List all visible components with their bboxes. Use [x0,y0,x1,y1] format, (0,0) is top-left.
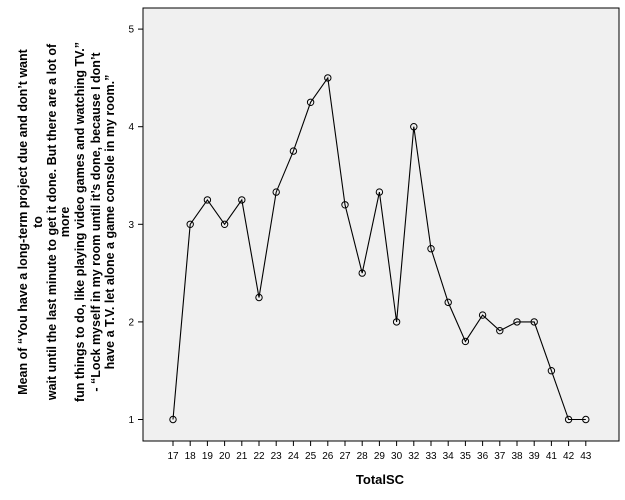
x-tick-label: 25 [305,451,317,462]
x-tick-label: 23 [271,451,283,462]
data-point [582,415,590,424]
x-tick-label: 30 [391,451,403,462]
y-axis-title-line: to [31,216,45,228]
x-tick-label: 36 [477,451,489,462]
x-tick-label: 28 [357,451,369,462]
data-point [186,220,194,229]
data-point [324,74,332,82]
y-axis-title-line: Mean of “You have a long-term project du… [16,48,30,394]
y-tick-label: 2 [128,317,134,328]
data-point [341,201,349,209]
x-tick-label: 18 [185,451,197,462]
x-tick-label: 33 [425,451,437,462]
x-tick-label: 43 [580,451,592,462]
x-tick-label: 34 [443,451,455,462]
y-axis-title: Mean of “You have a long-term project du… [16,42,117,402]
y-axis-title-line: fun things to do, like playing video gam… [73,42,87,402]
data-point [427,245,435,253]
data-point [496,326,504,335]
x-tick-label: 35 [460,451,472,462]
data-point [358,269,366,277]
y-tick-label: 3 [128,220,134,231]
y-tick-label: 1 [128,415,134,426]
x-tick-label: 29 [374,451,386,462]
x-tick-label: 22 [253,451,265,462]
x-tick-label: 38 [511,451,523,462]
y-axis-title-line: - “Lock myself in my room until it’s don… [89,52,103,392]
x-tick-label: 32 [408,451,420,462]
data-point [255,293,263,302]
x-tick-label: 27 [339,451,351,462]
data-point [530,318,538,326]
y-tick-label: 4 [128,122,134,133]
data-point [461,337,470,346]
y-axis-title-line: have a T.V. let alone a game console in … [103,75,117,370]
data-point [169,415,177,424]
data-point [513,318,521,326]
x-tick-label: 17 [167,451,179,462]
x-tick-label: 41 [546,451,558,462]
data-point [444,298,452,307]
x-axis: 17 18 19 20 21 22 23 24 25 26 27 28 29 30 32 33 34 35 36 37… [167,441,592,462]
data-point [220,220,229,229]
data-point [478,311,487,319]
data-point [289,147,298,155]
data-point [203,196,212,204]
x-tick-label: 37 [494,451,506,462]
series [169,74,590,424]
data-point [238,196,246,204]
data-point [306,98,315,107]
x-axis-title: TotalSC [356,472,405,487]
x-tick-label: 24 [288,451,300,462]
x-tick-label: 39 [529,451,541,462]
x-tick-label: 20 [219,451,231,462]
data-point [392,318,401,326]
x-tick-label: 19 [202,451,214,462]
x-tick-label: 42 [563,451,575,462]
data-point [410,123,418,131]
data-point [547,367,556,375]
data-point [272,188,280,196]
y-axis-title-line: wait until the last minute to get it don… [45,43,59,401]
data-point [564,415,573,424]
x-tick-label: 21 [236,451,248,462]
plot-area [142,7,620,442]
y-axis: 1 2 3 4 5 [128,25,143,426]
y-tick-label: 5 [128,25,134,36]
data-point [375,188,384,196]
series-line [172,76,586,421]
y-axis-title-line: more [58,207,72,238]
x-tick-label: 26 [322,451,334,462]
